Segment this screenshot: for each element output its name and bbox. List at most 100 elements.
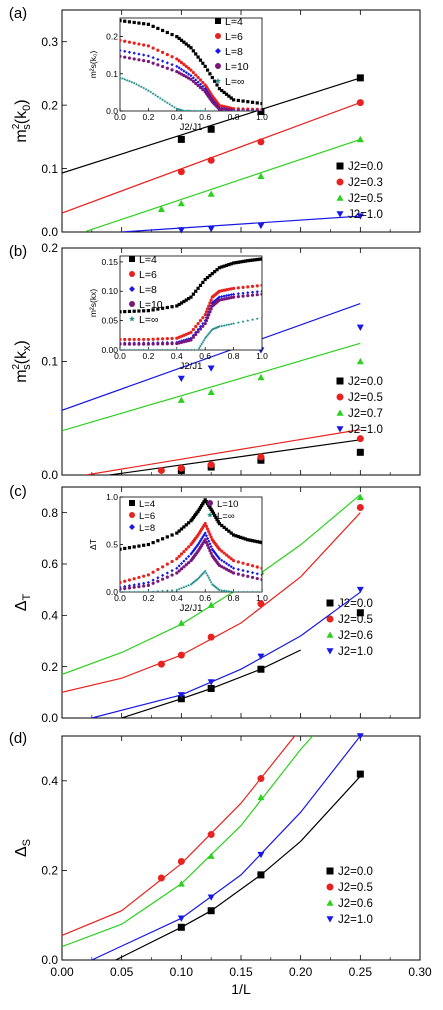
y-tick-label: 0.2 [41,241,58,255]
inset-data-point [255,284,259,288]
inset-data-point [194,579,198,582]
inset-data-point [198,319,203,323]
inset-data-point [232,321,236,325]
inset-data-point [215,517,219,522]
inset-data-point [151,337,155,341]
y-tick-label: 0.2 [41,864,58,878]
inset-data-point [187,72,191,76]
inset-data-point [194,332,198,337]
inset-data-point [194,78,198,82]
inset-data-point [142,543,146,547]
inset-data-point [191,76,195,80]
inset-data-point [217,295,221,299]
inset-data-point [182,62,186,67]
inset-data-point [161,577,165,581]
data-point [177,619,185,626]
series-J2=0.6 [62,736,314,948]
legend-marker [336,162,344,170]
inset-data-point [142,43,146,47]
inset-data-point [123,55,127,59]
y-tick-label: 0.6 [41,557,58,571]
inset-data-point [161,59,165,63]
inset-x-tick-label: 0.0 [114,351,126,361]
data-point [207,190,215,197]
inset-data-point [229,262,233,266]
inset-data-point [222,264,226,268]
inset-data-point [204,500,208,504]
inset-data-point [142,342,146,346]
inset-data-point [165,337,169,341]
series-J2=0.0 [115,770,364,960]
y-axis-label: m2s(k0) [11,99,33,142]
inset-data-point [217,557,221,561]
fit-line [85,138,361,232]
inset-data-point [177,71,181,75]
inset-data-point [220,549,224,553]
data-point [207,684,215,692]
inset-data-point [198,539,203,543]
inset-data-point [151,308,155,312]
inset-data-point [208,542,212,546]
inset-data-point [220,523,224,528]
inset-data-point [201,502,205,506]
inset-data-point [161,589,165,592]
inset-data-point [255,290,259,294]
inset-data-point [232,566,236,570]
inset-data-point [222,566,226,570]
inset-data-point [229,531,233,535]
inset-data-point [198,82,203,86]
inset-data-point [151,342,155,346]
inset-data-point [207,304,211,308]
inset-data-point [137,585,141,589]
inset-data-point [250,539,255,543]
inset-data-point [175,588,179,592]
inset-data-point [178,108,182,111]
inset-data-point [151,570,155,574]
inset-data-point [211,549,216,553]
inset-data-point [246,562,250,567]
inset-data-point [207,546,211,550]
legend-label: J2=0.0 [338,866,373,878]
inset-data-point [170,305,174,309]
inset-data-point [260,573,262,577]
inset-data-point [224,589,229,592]
inset-data-point [224,323,229,327]
inset-data-point [234,261,238,265]
inset-data-point [170,569,174,573]
inset-data-point [123,39,127,43]
inset-data-point [197,507,201,511]
data-point [177,227,185,234]
y-tick-label: 0.0 [41,953,58,967]
inset-data-point [208,310,212,314]
inset-legend-label: L=∞ [139,314,158,326]
inset-data-point [194,81,198,86]
inset-data-point [227,293,231,297]
inset-data-point [205,307,210,311]
inset-data-point [184,584,188,588]
inset-data-point [236,260,240,264]
inset-data-point [202,570,206,574]
data-point [356,324,364,331]
y-tick-label: 0.5 [106,539,118,549]
inset-data-point [205,527,210,531]
inset-data-point [213,270,217,274]
legend-label: J2=1.0 [348,424,383,436]
inset-data-point [123,546,127,551]
inset-data-point [184,557,188,561]
inset-data-point [201,88,205,92]
inset-data-point [127,20,132,24]
inset-data-point [123,49,127,53]
inset-data-point [224,263,229,267]
inset-data-point [248,538,252,542]
inset-data-point [127,79,131,83]
inset-data-point [220,565,224,569]
inset-data-point [208,273,212,278]
inset-data-point [208,301,212,305]
inset-data-point [250,100,255,104]
inset-data-point [250,290,255,294]
inset-data-point [137,582,141,586]
legend-label: J2=1.0 [338,646,373,658]
inset-data-point [220,107,224,111]
inset-data-point [203,64,207,68]
inset-data-point [146,348,150,350]
